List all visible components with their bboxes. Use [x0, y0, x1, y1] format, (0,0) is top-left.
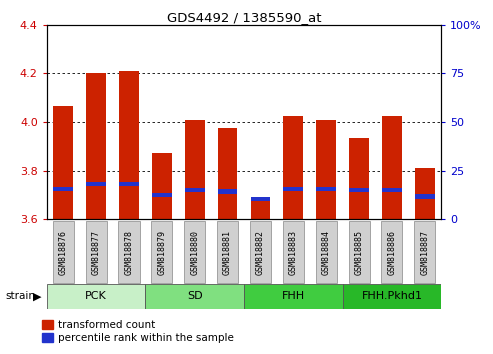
Text: GSM818886: GSM818886	[387, 230, 396, 275]
Bar	[53, 187, 73, 191]
Text: GSM818877: GSM818877	[92, 230, 101, 275]
Bar	[53, 221, 74, 283]
Text: GSM818880: GSM818880	[190, 230, 199, 275]
Text: GSM818883: GSM818883	[289, 230, 298, 275]
Bar	[53, 106, 73, 219]
Bar	[250, 196, 270, 201]
Bar	[415, 169, 435, 219]
Text: GSM818881: GSM818881	[223, 230, 232, 275]
Text: GSM818887: GSM818887	[421, 230, 429, 275]
Bar	[217, 221, 238, 283]
Bar	[415, 194, 435, 199]
Bar	[349, 221, 370, 283]
Text: PCK: PCK	[85, 291, 107, 301]
Text: SD: SD	[187, 291, 203, 301]
Bar	[184, 221, 205, 283]
Text: strain: strain	[5, 291, 35, 301]
Bar	[185, 120, 205, 219]
Bar	[244, 284, 343, 309]
Bar	[382, 221, 402, 283]
Bar	[218, 128, 238, 219]
Bar	[47, 284, 145, 309]
Bar	[343, 284, 441, 309]
Legend: transformed count, percentile rank within the sample: transformed count, percentile rank withi…	[42, 320, 234, 343]
Text: GSM818885: GSM818885	[354, 230, 363, 275]
Text: GSM818884: GSM818884	[322, 230, 331, 275]
Text: FHH.Pkhd1: FHH.Pkhd1	[361, 291, 423, 301]
Bar	[118, 221, 140, 283]
Bar	[250, 221, 271, 283]
Bar	[185, 188, 205, 193]
Text: ▶: ▶	[33, 291, 41, 301]
Bar	[145, 284, 244, 309]
Text: GSM818878: GSM818878	[125, 230, 134, 275]
Bar	[349, 188, 369, 193]
Bar	[414, 221, 435, 283]
Bar	[317, 120, 336, 219]
Bar	[316, 221, 337, 283]
Bar	[349, 138, 369, 219]
Bar	[382, 116, 402, 219]
Bar	[86, 73, 106, 219]
Text: GSM818876: GSM818876	[59, 230, 68, 275]
Text: GSM818882: GSM818882	[256, 230, 265, 275]
Bar	[119, 71, 139, 219]
Bar	[119, 182, 139, 186]
Bar	[317, 187, 336, 191]
Text: GSM818879: GSM818879	[157, 230, 166, 275]
Bar	[283, 187, 303, 191]
Bar	[283, 116, 303, 219]
Bar	[152, 153, 172, 219]
Bar	[218, 189, 238, 194]
Bar	[250, 201, 270, 219]
Bar	[86, 182, 106, 186]
Bar	[382, 188, 402, 193]
Bar	[86, 221, 106, 283]
Bar	[152, 193, 172, 197]
Bar	[283, 221, 304, 283]
Text: FHH: FHH	[282, 291, 305, 301]
Bar	[151, 221, 173, 283]
Title: GDS4492 / 1385590_at: GDS4492 / 1385590_at	[167, 11, 321, 24]
